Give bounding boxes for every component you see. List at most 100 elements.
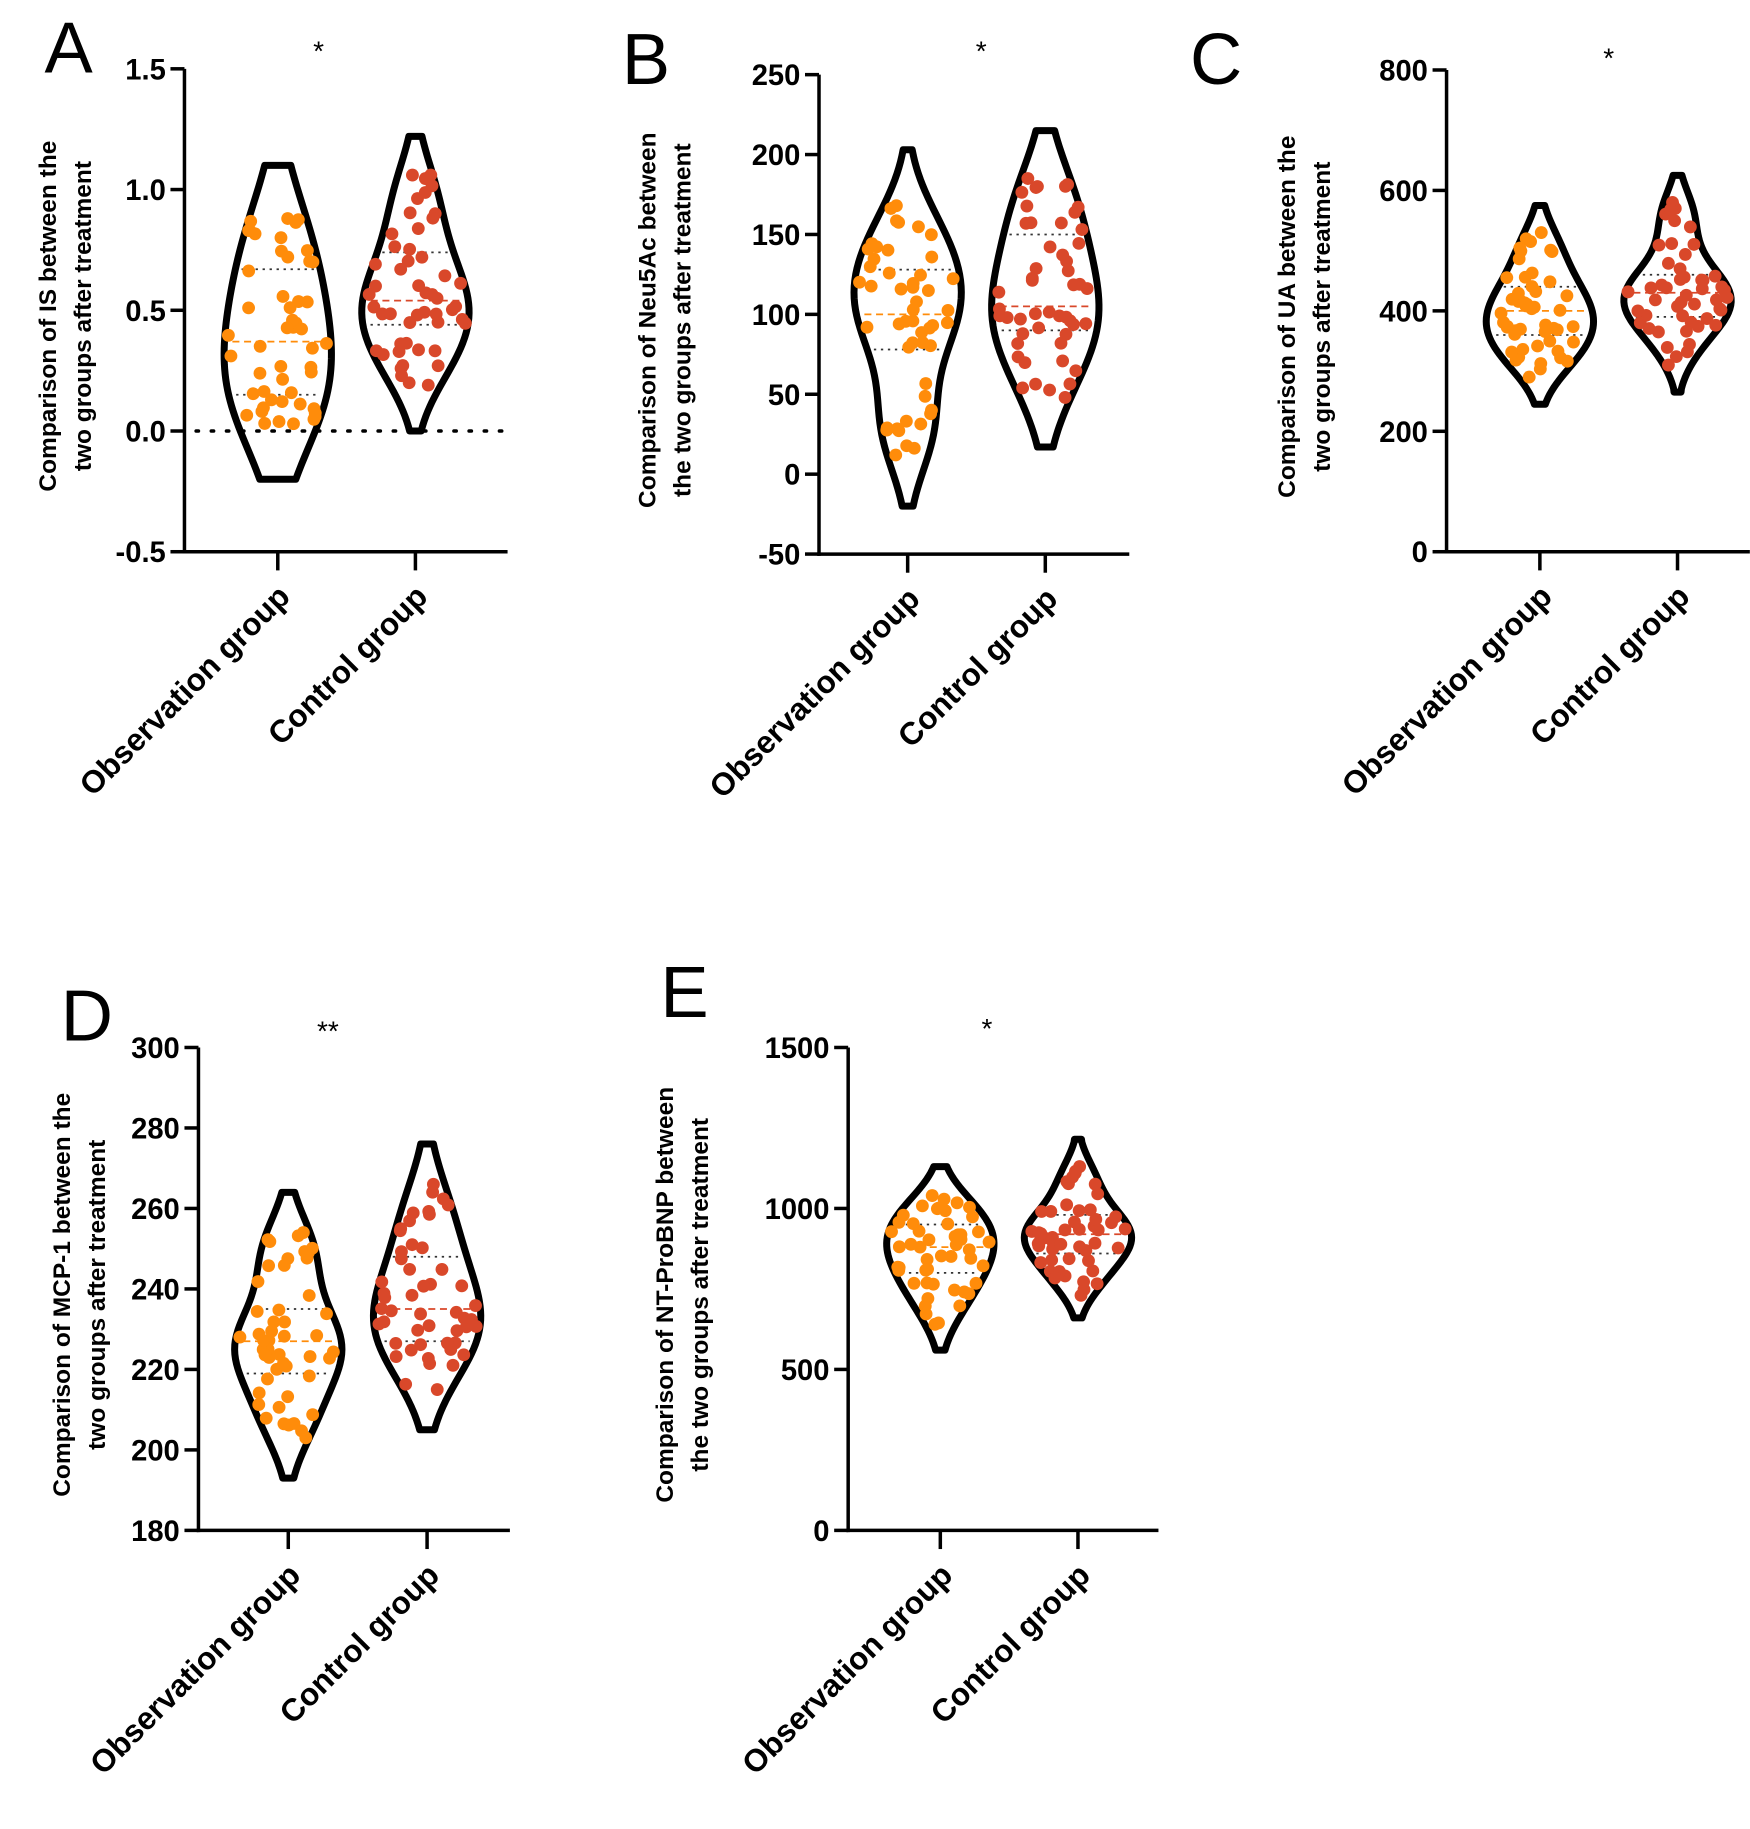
- data-point-control: [378, 1291, 392, 1304]
- data-point-observation: [941, 1217, 955, 1231]
- data-point-control: [1688, 297, 1701, 311]
- y-axis-title: Comparison of NT-ProBNP between the two g…: [652, 1087, 714, 1503]
- data-point-observation: [963, 1200, 976, 1214]
- data-point-observation: [924, 339, 937, 353]
- data-point-observation: [224, 349, 238, 363]
- data-point-observation: [1529, 285, 1543, 298]
- data-point-control: [1062, 1252, 1076, 1266]
- data-point-observation: [920, 1253, 934, 1266]
- data-point-observation: [253, 366, 267, 380]
- y-tick-label: 1.5: [125, 54, 166, 86]
- y-tick-label: 500: [781, 1355, 830, 1387]
- data-point-observation: [278, 1315, 291, 1329]
- data-point-control: [402, 376, 416, 390]
- data-point-control: [431, 315, 445, 329]
- x-category-label: Observation group: [83, 1557, 308, 1782]
- y-axis-title-line-2: the two groups after treatment: [687, 1118, 714, 1472]
- data-point-observation: [1560, 354, 1574, 368]
- data-point-observation: [276, 372, 290, 386]
- data-point-observation: [966, 1210, 979, 1224]
- data-point-control: [1648, 293, 1662, 307]
- data-point-control: [1683, 220, 1697, 234]
- data-point-control: [1077, 1283, 1091, 1296]
- data-point-control: [1072, 236, 1086, 250]
- data-point-observation: [1551, 344, 1565, 358]
- data-point-observation: [1516, 342, 1530, 356]
- violin-outline-observation: [220, 161, 335, 483]
- data-point-control: [1679, 288, 1693, 302]
- data-point-observation: [932, 1201, 946, 1215]
- data-point-observation: [1500, 271, 1514, 285]
- data-point-control: [384, 1304, 398, 1318]
- data-point-observation: [274, 231, 288, 245]
- data-point-observation: [308, 406, 322, 420]
- data-point-observation: [907, 1276, 921, 1290]
- data-point-observation: [923, 321, 937, 335]
- y-tick-label: 220: [131, 1355, 180, 1387]
- y-tick-label: 50: [768, 380, 800, 412]
- data-point-control: [1089, 1212, 1103, 1226]
- data-point-observation: [326, 1345, 340, 1359]
- data-point-control: [454, 276, 467, 290]
- data-point-control: [1676, 309, 1689, 323]
- data-point-control: [1021, 172, 1035, 185]
- data-point-control: [405, 1288, 419, 1302]
- data-point-observation: [934, 1249, 948, 1263]
- data-point-control: [1644, 281, 1658, 295]
- data-point-control: [1621, 285, 1635, 299]
- data-point-observation: [275, 244, 288, 258]
- data-point-observation: [914, 417, 928, 431]
- data-point-control: [1058, 391, 1072, 404]
- data-point-observation: [251, 1275, 265, 1289]
- data-point-control: [1035, 1205, 1048, 1218]
- data-point-observation: [272, 415, 286, 429]
- data-point-control: [1664, 203, 1678, 216]
- data-point-observation: [277, 1329, 291, 1343]
- data-point-observation: [305, 341, 319, 355]
- data-point-observation: [962, 1287, 976, 1301]
- data-point-observation: [240, 408, 254, 422]
- data-point-observation: [258, 417, 272, 430]
- y-tick-label: 800: [1379, 55, 1428, 87]
- data-point-observation: [863, 260, 877, 274]
- y-tick-label: -0.5: [116, 537, 166, 569]
- data-point-observation: [890, 422, 904, 436]
- data-point-observation: [906, 303, 920, 317]
- data-point-control: [1048, 1271, 1062, 1285]
- violin-outline-observation: [850, 146, 965, 510]
- data-point-control: [414, 1338, 428, 1352]
- data-point-observation: [907, 441, 921, 455]
- data-point-observation: [1534, 226, 1548, 239]
- data-point-observation: [972, 1225, 985, 1239]
- data-point-control: [1011, 337, 1025, 350]
- y-tick-label: 200: [1379, 417, 1428, 449]
- data-point-control: [430, 291, 444, 305]
- significance-marker: *: [313, 36, 324, 67]
- data-point-observation: [912, 220, 925, 234]
- violin-outline-observation: [1482, 201, 1598, 408]
- data-point-control: [1079, 317, 1093, 331]
- data-point-control: [406, 168, 419, 182]
- data-point-observation: [921, 284, 935, 297]
- y-tick-label: 400: [1379, 296, 1428, 328]
- data-point-control: [1082, 1254, 1095, 1268]
- violin-outline-control: [988, 127, 1103, 451]
- data-point-observation: [306, 255, 320, 269]
- data-point-control: [383, 307, 397, 321]
- data-point-observation: [233, 1330, 247, 1344]
- panel-letter: A: [44, 8, 93, 88]
- data-point-observation: [919, 1307, 933, 1321]
- data-point-observation: [921, 1262, 934, 1276]
- data-point-control: [1669, 350, 1683, 364]
- violin-outline-control: [1620, 171, 1735, 396]
- data-point-observation: [924, 228, 938, 242]
- data-point-observation: [982, 1235, 996, 1249]
- data-point-control: [369, 344, 383, 358]
- data-point-control: [411, 1323, 425, 1337]
- data-point-control: [455, 313, 469, 326]
- data-point-control: [414, 1307, 427, 1321]
- data-point-control: [385, 227, 399, 241]
- data-point-observation: [1531, 339, 1544, 353]
- data-point-control: [1042, 305, 1056, 319]
